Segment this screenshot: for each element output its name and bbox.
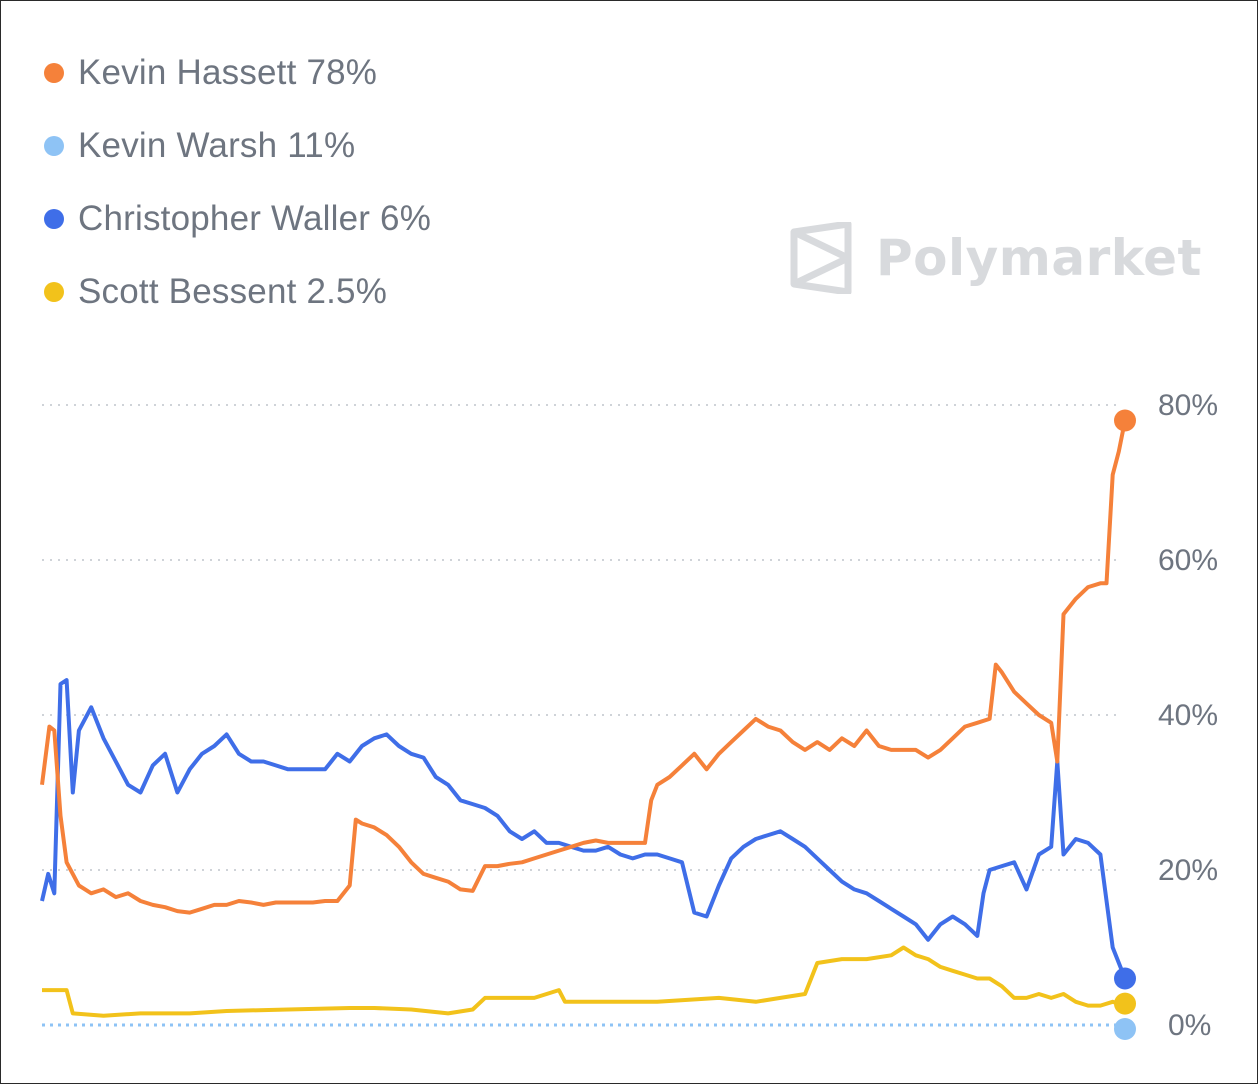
y-tick-label-60: 60% xyxy=(1158,544,1218,577)
legend-dot-bessent xyxy=(44,281,64,302)
legend-dot-warsh xyxy=(44,135,64,156)
watermark-text: Polymarket xyxy=(876,229,1202,287)
end-marker-hassett[interactable] xyxy=(1114,409,1136,432)
legend-item-bessent[interactable]: Scott Bessent 2.5% xyxy=(44,255,431,328)
series-lines xyxy=(40,420,1127,1027)
series-line-waller[interactable] xyxy=(40,678,1127,980)
legend-label-bessent: Scott Bessent 2.5% xyxy=(78,271,388,311)
end-markers xyxy=(1114,409,1136,1040)
y-tick-label-40: 40% xyxy=(1158,699,1218,732)
y-tick-label-80: 80% xyxy=(1158,389,1218,422)
y-tick-label-0: 0% xyxy=(1168,1009,1211,1042)
polymarket-watermark: Polymarket xyxy=(790,222,1202,294)
legend-item-waller[interactable]: Christopher Waller 6% xyxy=(44,182,431,255)
legend-item-warsh[interactable]: Kevin Warsh 11% xyxy=(44,109,431,182)
series-line-hassett[interactable] xyxy=(40,420,1127,915)
end-marker-waller[interactable] xyxy=(1114,967,1136,990)
legend-dot-hassett xyxy=(44,62,64,83)
end-marker-warsh[interactable] xyxy=(1114,1018,1136,1040)
polymarket-logo-icon xyxy=(790,222,852,294)
end-marker-bessent[interactable] xyxy=(1114,992,1136,1015)
legend-dot-waller xyxy=(44,208,64,229)
legend-label-waller: Christopher Waller 6% xyxy=(78,198,432,238)
legend-label-warsh: Kevin Warsh 11% xyxy=(78,125,356,165)
legend-label-hassett: Kevin Hassett 78% xyxy=(78,52,378,92)
legend-item-hassett[interactable]: Kevin Hassett 78% xyxy=(44,36,431,109)
y-tick-label-20: 20% xyxy=(1158,854,1218,887)
series-line-bessent[interactable] xyxy=(42,945,1126,1018)
y-axis-ticks: 80% 60% 40% 20% 0% xyxy=(1158,389,1218,1042)
grid-lines xyxy=(42,404,1122,1027)
legend: Kevin Hassett 78% Kevin Warsh 11% Christ… xyxy=(44,36,431,328)
